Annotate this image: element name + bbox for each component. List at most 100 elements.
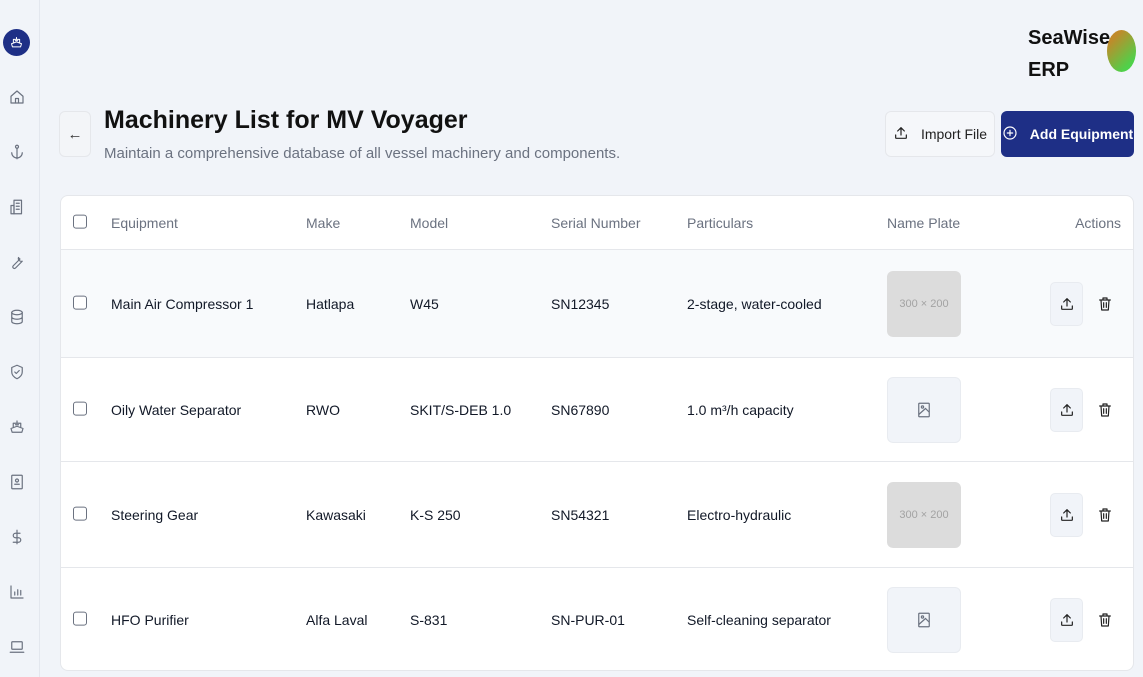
sidebar-item-4[interactable] <box>4 249 30 275</box>
table-header: Equipment Make Model Serial Number Parti… <box>61 196 1133 250</box>
equipment-name: Main Air Compressor 1 <box>111 295 254 312</box>
brand-name: SeaWise ERP <box>1028 22 1110 86</box>
trash-icon <box>1097 612 1113 628</box>
table-row: Steering Gear Kawasaki K-S 250 SN54321 Elect… <box>61 462 1133 568</box>
sidebar-item-0[interactable] <box>3 29 30 56</box>
model: S-831 <box>410 612 448 628</box>
name-plate-placeholder-text: 300 × 200 <box>899 508 949 521</box>
import-file-button[interactable]: Import File <box>885 111 995 157</box>
trash-icon <box>1097 402 1113 418</box>
model: K-S 250 <box>410 506 461 523</box>
back-button[interactable]: ← <box>59 111 91 157</box>
equipment-name: Oily Water Separator <box>111 401 242 418</box>
particulars: Self-cleaning separator <box>687 612 831 628</box>
name-plate-image[interactable]: 300 × 200 <box>887 270 961 337</box>
model: SKIT/S-DEB 1.0 <box>410 401 512 418</box>
column-header-name-plate: Name Plate <box>887 214 961 231</box>
equipment-name: HFO Purifier <box>111 612 189 628</box>
upload-icon <box>1059 612 1075 628</box>
upload-name-plate-button[interactable] <box>1050 492 1083 537</box>
avatar[interactable] <box>1107 30 1136 72</box>
sidebar-item-8[interactable] <box>4 469 30 495</box>
column-header-model: Model <box>410 214 449 231</box>
ship-icon <box>9 35 24 50</box>
column-header-actions: Actions <box>1075 214 1121 231</box>
bar-chart-icon <box>8 583 26 601</box>
model: W45 <box>410 295 439 312</box>
serial-number: SN-PUR-01 <box>551 612 625 628</box>
page-subtitle: Maintain a comprehensive database of all… <box>104 145 621 162</box>
upload-icon <box>893 125 909 144</box>
name-plate-image[interactable]: 300 × 200 <box>887 481 961 548</box>
laptop-icon <box>8 638 26 656</box>
plus-circle-icon <box>1002 125 1018 144</box>
particulars: Electro-hydraulic <box>687 506 792 523</box>
trash-icon <box>1097 296 1113 312</box>
make: Hatlapa <box>306 295 355 312</box>
particulars: 1.0 m³/h capacity <box>687 401 794 418</box>
upload-name-plate-button[interactable] <box>1050 387 1083 432</box>
upload-name-plate-button[interactable] <box>1050 281 1083 326</box>
upload-icon <box>1059 402 1075 418</box>
wrench-icon <box>8 253 26 271</box>
sidebar-item-11[interactable] <box>4 634 30 660</box>
table-row: HFO Purifier Alfa Laval S-831 SN-PUR-01 Self… <box>61 568 1133 670</box>
upload-name-plate-button[interactable] <box>1050 598 1083 642</box>
particulars: 2-stage, water-cooled <box>687 295 822 312</box>
sidebar-item-5[interactable] <box>4 304 30 330</box>
upload-icon <box>1059 296 1075 312</box>
row-checkbox[interactable] <box>73 611 87 626</box>
name-plate-empty[interactable] <box>887 587 961 653</box>
delete-button[interactable] <box>1097 294 1113 314</box>
image-icon <box>915 401 933 419</box>
sidebar-item-1[interactable] <box>4 84 30 110</box>
make: Kawasaki <box>306 506 366 523</box>
home-icon <box>8 88 26 106</box>
make: RWO <box>306 401 340 418</box>
page-title: Machinery List for MV Voyager <box>104 106 468 134</box>
sidebar-item-6[interactable] <box>4 359 30 385</box>
row-checkbox[interactable] <box>73 506 87 521</box>
column-header-particulars: Particulars <box>687 214 754 231</box>
brand-line1: SeaWise <box>1028 27 1111 49</box>
upload-icon <box>1059 507 1075 523</box>
sidebar-item-7[interactable] <box>4 414 30 440</box>
select-all-checkbox[interactable] <box>73 214 87 229</box>
sidebar-item-9[interactable] <box>4 524 30 550</box>
database-icon <box>8 308 26 326</box>
dollar-icon <box>8 528 26 546</box>
add-equipment-label: Add Equipment <box>1029 126 1134 142</box>
machinery-table: Equipment Make Model Serial Number Parti… <box>60 195 1134 671</box>
name-plate-empty[interactable] <box>887 376 961 443</box>
building-icon <box>8 198 26 216</box>
serial-number: SN54321 <box>551 506 610 523</box>
equipment-name: Steering Gear <box>111 506 199 523</box>
arrow-left-icon: ← <box>67 125 83 143</box>
column-header-equipment: Equipment <box>111 214 178 231</box>
sidebar <box>0 0 40 677</box>
row-checkbox[interactable] <box>73 295 87 310</box>
delete-button[interactable] <box>1097 505 1113 525</box>
table-row: Main Air Compressor 1 Hatlapa W45 SN12345 2-… <box>61 250 1133 358</box>
make: Alfa Laval <box>306 612 368 628</box>
image-icon <box>915 611 933 629</box>
name-plate-placeholder-text: 300 × 200 <box>899 297 949 310</box>
contact-book-icon <box>8 473 26 491</box>
sidebar-item-10[interactable] <box>4 579 30 605</box>
table-row: Oily Water Separator RWO SKIT/S-DEB 1.0 SN6… <box>61 358 1133 462</box>
ship-icon <box>8 418 26 436</box>
serial-number: SN67890 <box>551 401 610 418</box>
column-header-serial: Serial Number <box>551 214 641 231</box>
brand-line2: ERP <box>1028 59 1070 81</box>
column-header-make: Make <box>306 214 341 231</box>
sidebar-item-2[interactable] <box>4 139 30 165</box>
trash-icon <box>1097 507 1113 523</box>
add-equipment-button[interactable]: Add Equipment <box>1001 111 1134 157</box>
row-checkbox[interactable] <box>73 401 87 416</box>
shield-check-icon <box>8 363 26 381</box>
delete-button[interactable] <box>1097 610 1113 630</box>
sidebar-item-3[interactable] <box>4 194 30 220</box>
import-file-label: Import File <box>920 126 988 142</box>
serial-number: SN12345 <box>551 295 610 312</box>
delete-button[interactable] <box>1097 400 1113 420</box>
